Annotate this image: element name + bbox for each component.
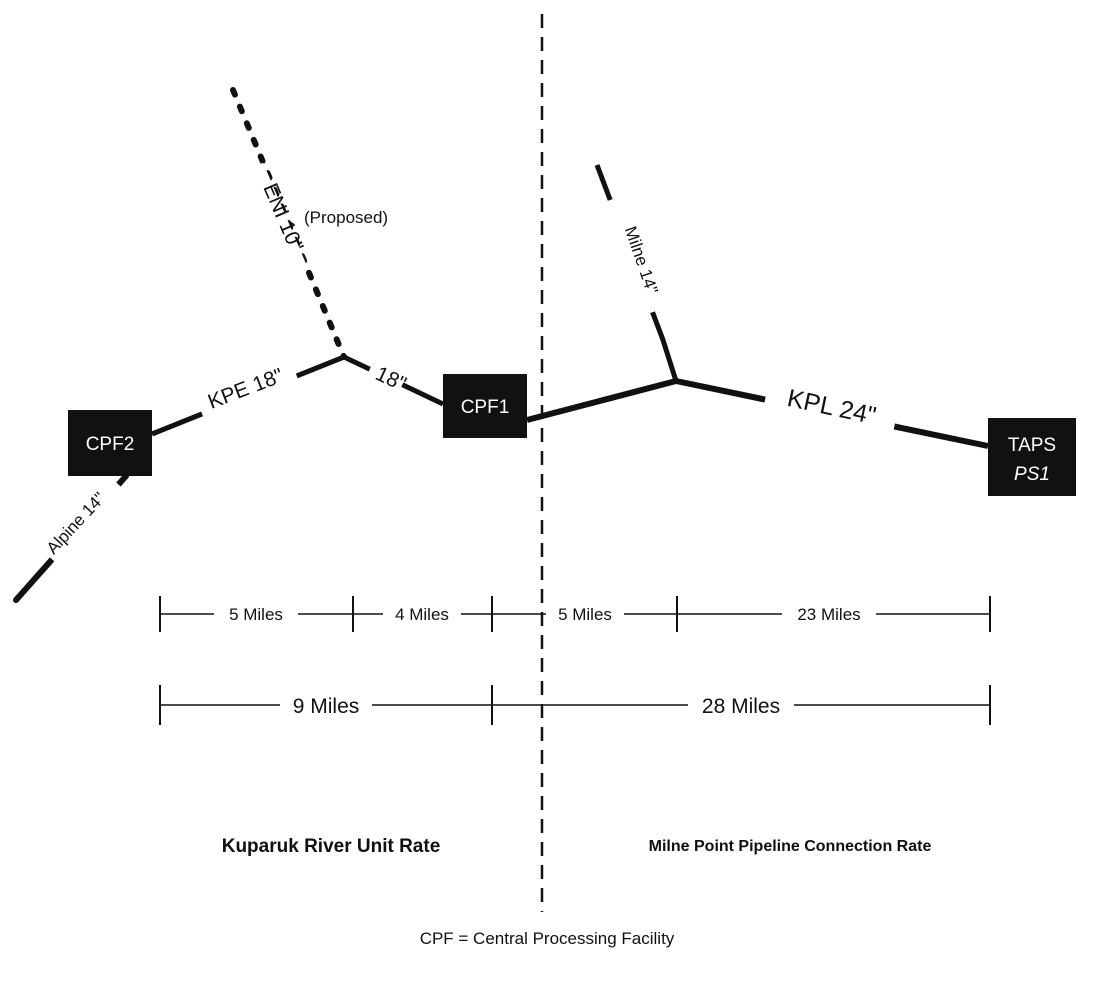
kpl-pipeline-left	[526, 378, 677, 423]
segment-label: 5 Miles	[558, 605, 612, 624]
region-label-left: Kuparuk River Unit Rate	[222, 836, 441, 857]
region-label-right: Milne Point Pipeline Connection Rate	[649, 838, 932, 855]
cpf1-label: CPF1	[461, 397, 510, 418]
alpine-label: Alpine 14"	[43, 489, 109, 558]
segment-scale: 5 Miles 4 Miles 5 Miles 23 Miles	[159, 596, 991, 632]
segment-label: 23 Miles	[797, 605, 860, 624]
taps-label-line1: TAPS	[1008, 435, 1056, 456]
taps-facility: TAPS PS1	[988, 418, 1076, 496]
segment-label: 4 Miles	[395, 605, 449, 624]
total-scale: 9 Miles 28 Miles	[159, 685, 991, 725]
segment-label: 5 Miles	[229, 605, 283, 624]
cpf2-label: CPF2	[86, 434, 135, 455]
footnote: CPF = Central Processing Facility	[420, 929, 675, 948]
cpf1-facility: CPF1	[443, 374, 527, 438]
cpf2-facility: CPF2	[68, 410, 152, 476]
total-label: 28 Miles	[702, 695, 780, 718]
taps-label-line2: PS1	[1014, 464, 1050, 485]
total-label: 9 Miles	[293, 695, 360, 718]
eni-note: (Proposed)	[304, 208, 388, 227]
